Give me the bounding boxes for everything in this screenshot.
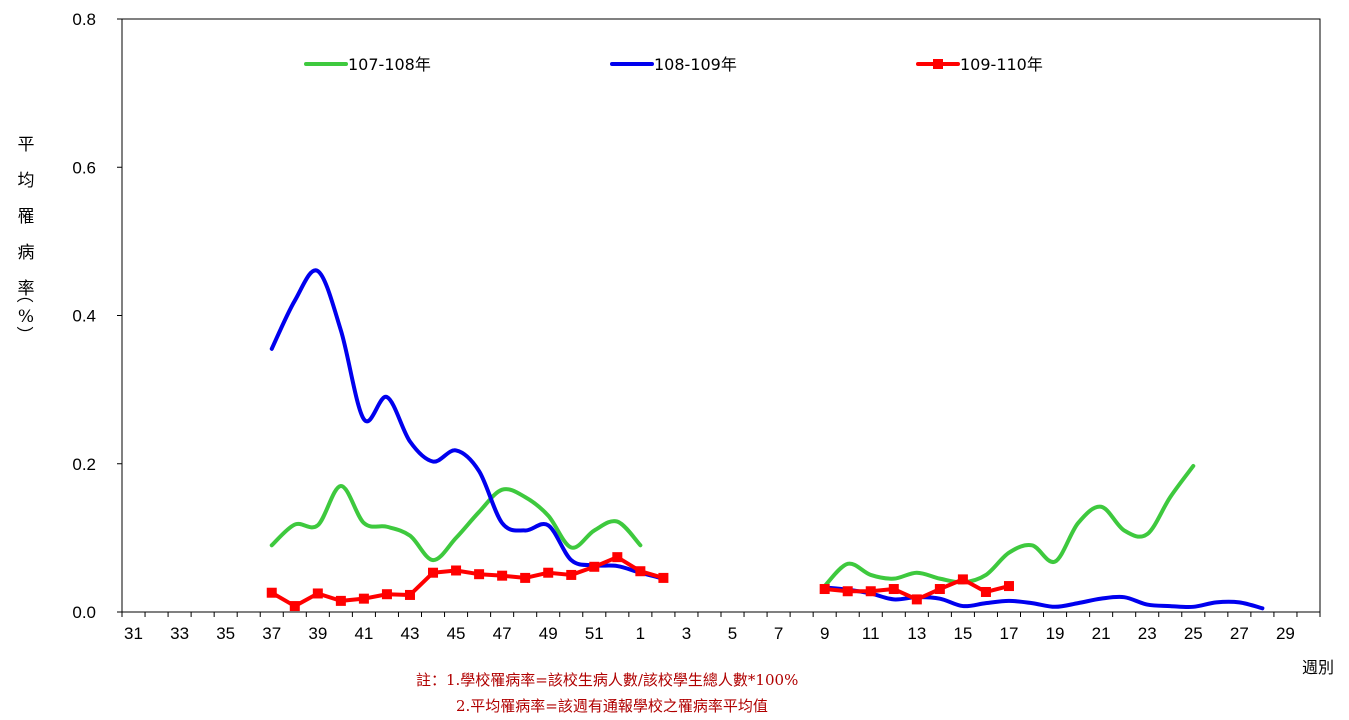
x-tick-label: 49 xyxy=(539,624,558,643)
series-point-3 xyxy=(497,570,508,581)
x-tick-label: 3 xyxy=(682,624,691,643)
y-axis-label-char: 病 xyxy=(17,243,35,263)
legend-label-3: 109-110年 xyxy=(960,55,1043,74)
series-point-3 xyxy=(266,587,277,598)
series-line-1-segment-1 xyxy=(269,483,643,563)
x-tick-label: 37 xyxy=(262,624,281,643)
legend-marker xyxy=(933,59,943,69)
x-tick-label: 45 xyxy=(447,624,466,643)
x-tick-label: 19 xyxy=(1046,624,1065,643)
y-axis-label-char: 平 xyxy=(17,135,35,155)
y-tick-label: 0.6 xyxy=(72,158,96,177)
x-tick-label: 23 xyxy=(1138,624,1157,643)
series-point-3 xyxy=(957,574,968,585)
series-point-3 xyxy=(658,572,669,583)
x-tick-label: 31 xyxy=(124,624,143,643)
y-axis-label-char: % xyxy=(17,307,35,327)
series-point-3 xyxy=(543,567,554,578)
series-point-3 xyxy=(428,567,439,578)
series-point-3 xyxy=(312,588,323,599)
legend-label-2: 108-109年 xyxy=(654,55,737,74)
y-tick-label: 0.8 xyxy=(72,10,96,29)
x-tick-label: 9 xyxy=(820,624,829,643)
y-axis-label-char: 罹 xyxy=(17,207,35,227)
x-tick-label: 25 xyxy=(1184,624,1203,643)
x-tick-label: 13 xyxy=(907,624,926,643)
y-axis-label-char: （ xyxy=(13,286,34,303)
series-point-3 xyxy=(612,552,623,563)
x-tick-label: 41 xyxy=(354,624,373,643)
x-tick-label: 17 xyxy=(1000,624,1019,643)
series-point-3 xyxy=(842,586,853,597)
y-axis-label-char: ） xyxy=(13,326,34,343)
series-line-3-segment-1 xyxy=(269,555,666,609)
x-tick-label: 1 xyxy=(636,624,645,643)
series-point-3 xyxy=(335,595,346,606)
series-point-3 xyxy=(865,586,876,597)
y-tick-label: 0.0 xyxy=(72,603,96,622)
series-point-3 xyxy=(819,584,830,595)
series-point-3 xyxy=(566,569,577,580)
x-tick-label: 21 xyxy=(1092,624,1111,643)
series-point-3 xyxy=(589,561,600,572)
series-line-2-segment-1 xyxy=(269,268,666,581)
series-point-3 xyxy=(381,589,392,600)
x-tick-label: 35 xyxy=(216,624,235,643)
series-point-3 xyxy=(520,572,531,583)
x-axis-label: 週別 xyxy=(1302,658,1335,677)
series-point-3 xyxy=(635,566,646,577)
note-line-2: 2.平均罹病率=該週有通報學校之罹病率平均值 xyxy=(456,697,768,715)
x-tick-label: 43 xyxy=(401,624,420,643)
series-line-2-segment-2 xyxy=(822,585,1265,611)
y-tick-label: 0.2 xyxy=(72,455,96,474)
x-tick-label: 11 xyxy=(862,624,880,643)
series-line-1-segment-2 xyxy=(822,463,1196,589)
series-point-3 xyxy=(289,601,300,612)
series-point-3 xyxy=(451,565,462,576)
x-tick-label: 29 xyxy=(1276,624,1295,643)
series-point-3 xyxy=(934,584,945,595)
series-point-3 xyxy=(888,584,899,595)
x-tick-label: 15 xyxy=(953,624,972,643)
x-tick-label: 51 xyxy=(585,624,604,643)
y-tick-label: 0.4 xyxy=(72,307,96,326)
x-tick-label: 33 xyxy=(170,624,189,643)
y-axis-label-char: 率 xyxy=(17,279,35,299)
series-point-3 xyxy=(404,589,415,600)
x-tick-label: 27 xyxy=(1230,624,1249,643)
note-line-1: 註：1.學校罹病率=該校生病人數/該校學生總人數*100% xyxy=(416,671,799,689)
x-tick-label: 5 xyxy=(728,624,737,643)
x-tick-label: 47 xyxy=(493,624,512,643)
y-axis-label-char: 均 xyxy=(17,171,35,191)
series-point-3 xyxy=(474,569,485,580)
x-tick-label: 7 xyxy=(774,624,783,643)
series-point-3 xyxy=(358,593,369,604)
series-point-3 xyxy=(1003,581,1014,592)
x-tick-label: 39 xyxy=(308,624,327,643)
series-point-3 xyxy=(911,594,922,605)
legend-label-1: 107-108年 xyxy=(348,55,431,74)
series-point-3 xyxy=(980,586,991,597)
